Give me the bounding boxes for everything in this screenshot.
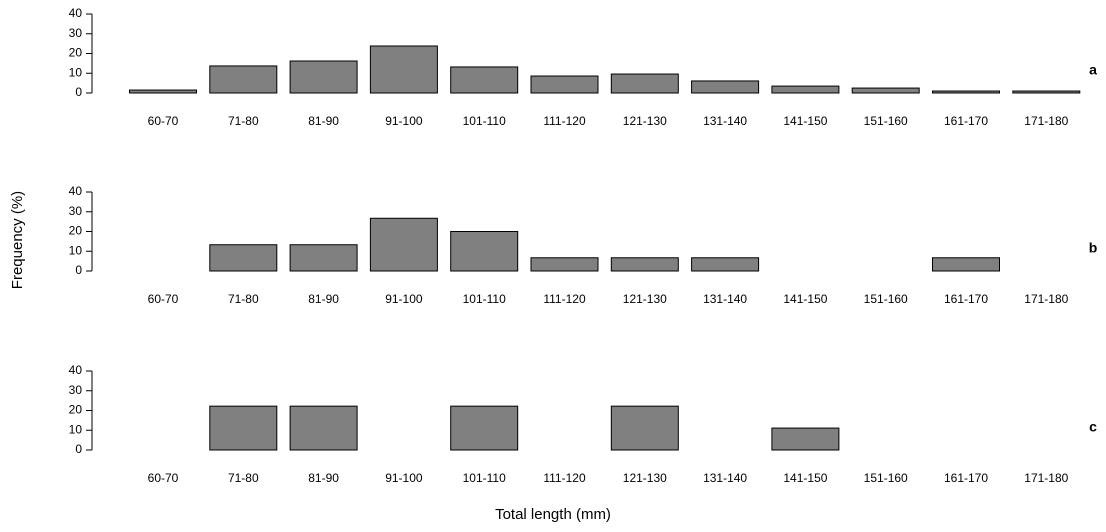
x-tick-label: 141-150 (783, 114, 827, 128)
x-tick-label: 71-80 (228, 114, 259, 128)
bar (530, 257, 599, 272)
y-tick-label: 40 (69, 184, 83, 198)
panel-label: a (1089, 62, 1097, 78)
x-tick-label: 131-140 (703, 114, 747, 128)
x-tick-label: 71-80 (228, 292, 259, 306)
x-tick-label: 111-120 (543, 292, 586, 306)
x-axis-label: Total length (mm) (495, 506, 611, 523)
y-tick-label: 0 (75, 263, 82, 277)
y-tick-label: 20 (69, 403, 83, 417)
y-axis-label: Frequency (%) (9, 191, 26, 289)
y-tick-label: 40 (69, 6, 83, 20)
bar (450, 405, 519, 451)
x-tick-label: 151-160 (864, 471, 908, 485)
x-tick-label: 151-160 (864, 114, 908, 128)
bar (1012, 90, 1081, 94)
x-tick-label: 141-150 (783, 471, 827, 485)
y-tick-label: 30 (69, 204, 83, 218)
x-tick-label: 81-90 (308, 471, 339, 485)
y-tick-label: 10 (69, 243, 83, 257)
bar (450, 66, 519, 94)
x-tick-label: 101-110 (463, 292, 506, 306)
x-tick-label: 101-110 (463, 471, 506, 485)
bar (691, 257, 760, 272)
x-tick-label: 141-150 (783, 292, 827, 306)
x-tick-label: 171-180 (1024, 471, 1068, 485)
x-tick-label: 81-90 (308, 114, 339, 128)
x-tick-label: 60-70 (148, 471, 179, 485)
bar (209, 405, 278, 451)
x-tick-label: 131-140 (703, 471, 747, 485)
x-tick-label: 71-80 (228, 471, 259, 485)
bar (851, 87, 920, 94)
x-tick-label: 121-130 (623, 114, 667, 128)
bar (771, 427, 840, 451)
bar (289, 60, 358, 94)
bar (932, 257, 1000, 272)
bar (610, 73, 679, 94)
bar (369, 45, 438, 94)
panel-label: b (1089, 240, 1098, 256)
bar (209, 65, 278, 94)
bar (771, 85, 840, 94)
x-tick-label: 121-130 (623, 471, 667, 485)
panel-label: c (1089, 419, 1097, 435)
x-tick-label: 161-170 (944, 292, 988, 306)
x-tick-label: 101-110 (463, 114, 506, 128)
x-tick-label: 91-100 (385, 471, 423, 485)
x-tick-label: 171-180 (1024, 292, 1068, 306)
x-tick-label: 131-140 (703, 292, 747, 306)
y-tick-label: 40 (69, 363, 83, 377)
x-tick-label: 111-120 (543, 114, 586, 128)
y-tick-label: 20 (69, 46, 83, 60)
bar (610, 257, 679, 272)
x-tick-label: 171-180 (1024, 114, 1068, 128)
x-tick-label: 81-90 (308, 292, 339, 306)
x-tick-label: 121-130 (623, 292, 667, 306)
y-tick-label: 10 (69, 422, 83, 436)
bar (530, 75, 599, 94)
bar (289, 405, 358, 451)
y-tick-label: 30 (69, 383, 83, 397)
bar (932, 90, 1000, 94)
bar (209, 244, 278, 272)
y-tick-label: 0 (75, 442, 82, 456)
bar (289, 244, 358, 272)
bar (450, 231, 519, 272)
bar (610, 405, 679, 451)
bar (129, 89, 197, 94)
x-tick-label: 60-70 (148, 114, 179, 128)
x-tick-label: 60-70 (148, 292, 179, 306)
y-tick-label: 0 (75, 85, 82, 99)
x-tick-label: 91-100 (385, 292, 423, 306)
x-tick-label: 161-170 (944, 471, 988, 485)
bar (691, 80, 760, 94)
bar (369, 217, 438, 272)
x-tick-label: 161-170 (944, 114, 988, 128)
x-tick-label: 111-120 (543, 471, 586, 485)
y-tick-label: 20 (69, 224, 83, 238)
y-tick-label: 10 (69, 65, 83, 79)
y-tick-label: 30 (69, 26, 83, 40)
x-tick-label: 151-160 (864, 292, 908, 306)
x-tick-label: 91-100 (385, 114, 423, 128)
